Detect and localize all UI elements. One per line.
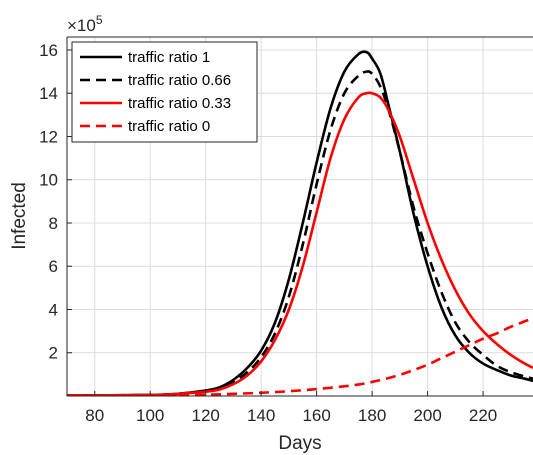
x-tick-label: 200 [413,406,441,425]
series-line [67,91,533,396]
x-tick-label: 160 [302,406,330,425]
x-tick-label: 80 [85,406,104,425]
x-tick-label: 140 [247,406,275,425]
y-exponent-label: ×105 [67,13,103,35]
legend-entry-label: traffic ratio 0 [128,118,210,135]
grid-lines [67,37,533,396]
series-lines [67,50,533,396]
y-tick-label: 8 [49,214,58,233]
legend-entry-label: traffic ratio 0.66 [128,72,231,89]
x-tick-label: 120 [192,406,220,425]
x-axis-label: Days [278,433,321,454]
y-tick-label: 12 [39,127,58,146]
x-tick-label: 220 [469,406,497,425]
y-tick-label: 14 [39,84,58,103]
legend-entry-label: traffic ratio 0.33 [128,95,231,112]
y-tick-label: 4 [49,300,58,319]
y-axis-label: Infected [9,182,30,250]
y-tick-label: 6 [49,257,58,276]
axes-box [66,36,533,397]
x-tick-label: 100 [136,406,164,425]
y-tick-label: 10 [39,171,58,190]
y-tick-label: 16 [39,41,58,60]
legend: traffic ratio 1 traffic ratio 0.66 traffic… [71,41,258,143]
legend-entry-label: traffic ratio 1 [128,49,210,66]
series-line [67,316,533,396]
y-tick-label: 2 [49,344,58,363]
series-line [67,50,533,396]
axis-ticks: 80 100 120 140 160 180 200 220 2 4 6 8 10 12 14 16 [39,41,497,425]
x-tick-label: 180 [358,406,386,425]
series-line [67,70,533,396]
